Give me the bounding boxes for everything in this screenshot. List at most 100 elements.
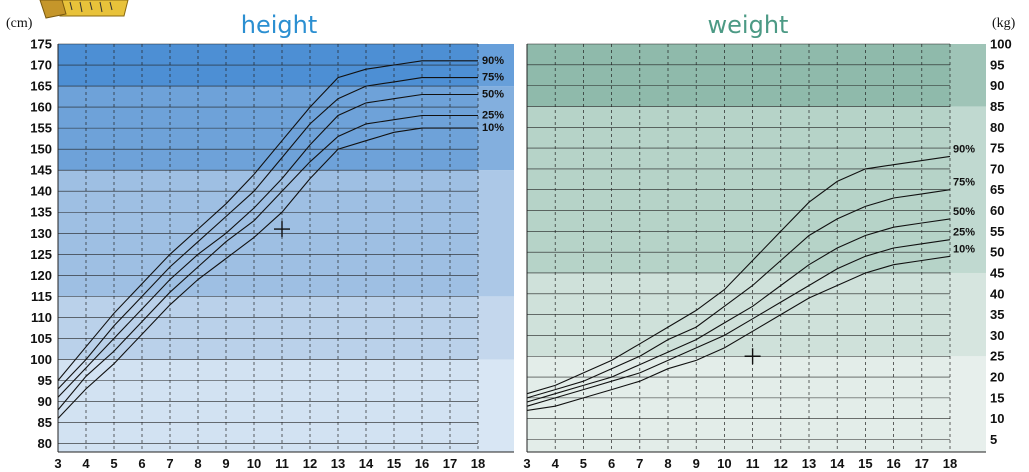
height-band: [58, 296, 514, 360]
height-y-tick-label: 125: [30, 247, 52, 262]
weight-y-tick-label: 50: [990, 245, 1004, 260]
weight-y-tick-label: 65: [990, 182, 1004, 197]
height-x-tick-label: 5: [110, 456, 117, 471]
height-x-tick-label: 14: [359, 456, 374, 471]
weight-y-ticks: 5 10 15 20 25 30 35 40 45 50 55 60 65 70 75 80 85 90 95 100: [990, 37, 1012, 448]
height-x-tick-label: 7: [166, 456, 173, 471]
weight-x-tick-label: 3: [523, 456, 530, 471]
height-y-tick-label: 155: [30, 121, 52, 136]
height-x-tick-label: 13: [331, 456, 345, 471]
height-y-tick-label: 110: [31, 310, 52, 325]
height-title: height: [241, 11, 318, 39]
height-y-tick-label: 105: [30, 331, 52, 346]
weight-y-tick-label: 60: [990, 203, 1004, 218]
weight-x-tick-label: 5: [580, 456, 587, 471]
weight-series-label: 50%: [953, 206, 975, 218]
height-y-tick-label: 120: [30, 268, 52, 283]
weight-unit-label: (kg): [992, 16, 1016, 31]
weight-series-label: 25%: [953, 227, 975, 239]
weight-series-25pct: [526, 239, 951, 407]
weight-x-tick-label: 10: [717, 456, 731, 471]
weight-series-10pct: [526, 255, 951, 411]
weight-x-tick-label: 6: [608, 456, 615, 471]
weight-x-tick-label: 17: [915, 456, 929, 471]
height-y-tick-label: 140: [30, 184, 52, 199]
weight-y-tick-label: 75: [990, 141, 1004, 156]
height-x-tick-label: 9: [222, 456, 229, 471]
height-y-tick-label: 170: [30, 58, 52, 73]
weight-y-tick-label: 35: [990, 307, 1004, 322]
height-x-tick-label: 16: [415, 456, 429, 471]
weight-band: [527, 44, 986, 107]
weight-panel: 90%75%50%25%10% 510152025303540455055606…: [523, 11, 1015, 471]
weight-y-tick-label: 10: [990, 411, 1004, 426]
weight-marker: [744, 348, 761, 365]
height-series-label: 75%: [482, 72, 504, 84]
height-series-label: 50%: [482, 88, 504, 100]
height-x-tick-label: 10: [247, 456, 261, 471]
height-panel: 90%75%50%25%10% 808590951001051101151201…: [6, 11, 514, 471]
height-x-tick-label: 4: [82, 456, 90, 471]
height-y-tick-label: 130: [30, 226, 52, 241]
weight-y-tick-label: 95: [990, 57, 1004, 72]
height-y-tick-label: 160: [30, 100, 52, 115]
weight-band: [527, 356, 986, 452]
height-y-tick-label: 80: [38, 436, 52, 451]
weight-series-label: 10%: [953, 243, 975, 255]
height-band: [58, 359, 514, 452]
weight-series-75pct: [526, 189, 951, 399]
weight-title: weight: [708, 11, 789, 39]
weight-bands: [527, 44, 986, 452]
height-y-tick-label: 175: [30, 37, 52, 52]
height-series: [57, 60, 478, 419]
weight-x-tick-label: 4: [552, 456, 560, 471]
height-x-tick-label: 6: [138, 456, 145, 471]
weight-series-label: 90%: [953, 143, 975, 155]
weight-x-tick-label: 18: [943, 456, 957, 471]
weight-series-90pct: [526, 155, 951, 395]
height-x-tick-label: 15: [387, 456, 401, 471]
height-x-tick-label: 8: [194, 456, 201, 471]
weight-y-tick-label: 5: [990, 432, 997, 447]
height-y-tick-label: 145: [30, 163, 52, 178]
height-y-tick-label: 115: [31, 289, 52, 304]
tape-measure-icon: [39, 0, 129, 19]
height-series-label: 25%: [482, 110, 504, 122]
weight-y-tick-label: 100: [990, 37, 1012, 52]
weight-x-tick-label: 9: [693, 456, 700, 471]
weight-y-tick-label: 15: [990, 390, 1004, 405]
weight-y-tick-label: 90: [990, 78, 1004, 93]
weight-x-tick-label: 14: [830, 456, 845, 471]
weight-x-tick-label: 13: [802, 456, 816, 471]
height-y-tick-label: 85: [38, 415, 52, 430]
weight-y-tick-label: 45: [990, 265, 1004, 280]
height-y-ticks: 80 85 90 95 100 105 110 115 120 125 130 135 140 145 15…: [30, 37, 52, 452]
height-y-tick-label: 150: [30, 142, 52, 157]
weight-percentile-labels: 90% 75% 50% 25% 10%: [953, 143, 975, 255]
weight-y-tick-label: 25: [990, 349, 1004, 364]
weight-y-tick-label: 85: [990, 99, 1004, 114]
weight-grid: [526, 43, 986, 453]
height-y-tick-label: 95: [38, 373, 52, 388]
height-y-tick-label: 100: [30, 352, 52, 367]
height-unit-label: (cm): [6, 16, 33, 31]
height-series-label: 90%: [482, 55, 504, 67]
height-y-tick-label: 165: [30, 79, 52, 94]
weight-y-tick-label: 40: [990, 286, 1004, 301]
weight-y-tick-label: 20: [990, 370, 1004, 385]
height-x-tick-label: 12: [303, 456, 317, 471]
weight-x-ticks: 3 4 5 6 7 8 9 10 11 12 13 14 15 16 17 18: [523, 456, 957, 471]
weight-series-label: 75%: [953, 177, 975, 189]
weight-x-tick-label: 16: [886, 456, 900, 471]
height-marker: [274, 221, 290, 238]
height-x-ticks: 3 4 5 6 7 8 9 10 11 12 13 14 15 16 17 18: [54, 456, 485, 471]
weight-y-tick-label: 55: [990, 224, 1004, 239]
height-x-tick-label: 18: [471, 456, 485, 471]
height-series-25pct: [57, 114, 478, 411]
height-series-10pct: [57, 127, 478, 419]
weight-y-tick-label: 30: [990, 328, 1004, 343]
weight-x-tick-label: 12: [774, 456, 788, 471]
height-series-90pct: [57, 60, 478, 381]
height-x-tick-label: 3: [54, 456, 61, 471]
